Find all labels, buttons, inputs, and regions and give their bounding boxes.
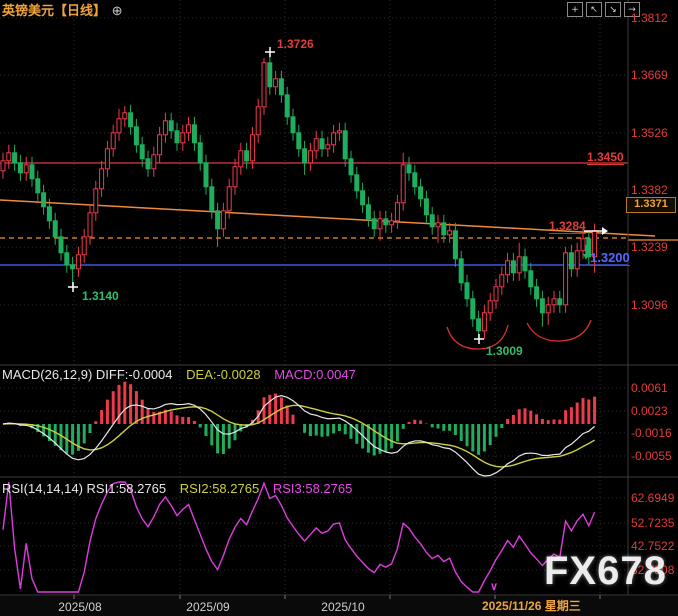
watermark: FX678 (544, 549, 667, 593)
chart-toolbar: + ↖ ↘ → (567, 2, 640, 17)
price-tick: 1.3812 (631, 11, 668, 25)
price-tick: 1.3239 (631, 240, 668, 254)
price-tick: 1.3096 (631, 298, 668, 312)
rsi1-value: RSI(14,14,14) RSI1:58.2765 (2, 481, 167, 496)
resistance-level-label: 1.3450 (587, 150, 624, 165)
rsi3-value: RSI3:58.2765 (272, 481, 353, 496)
pan-icon[interactable]: + (567, 2, 583, 17)
add-compare-button[interactable]: ⊕ (111, 3, 123, 18)
shift-right-icon[interactable]: → (624, 2, 640, 17)
swing-low-label-1: 1.3140 (82, 289, 119, 303)
swing-low-label-2: 1.3009 (486, 344, 523, 358)
current-date-marker: ∨ (490, 581, 499, 593)
macd-tick: -0.0016 (631, 426, 672, 440)
macd-tick: -0.0055 (631, 449, 672, 463)
scale-x-axis-icon[interactable]: ↘ (605, 2, 621, 17)
macd-tick: 0.0061 (631, 381, 668, 395)
macd-tick: 0.0023 (631, 404, 668, 418)
scale-y-axis-icon[interactable]: ↖ (586, 2, 602, 17)
rsi-tick: 62.6949 (631, 491, 675, 505)
current-date-label: 2025/11/26 星期三 (482, 599, 581, 613)
price-tick: 1.3669 (631, 68, 668, 82)
support-level-label: 1.3200 (590, 250, 630, 266)
swing-high-label: 1.3726 (277, 37, 314, 51)
symbol-title: 英镑美元【日线】 ⊕ (2, 3, 125, 19)
current-price-box: 1.3371 (626, 197, 676, 213)
rsi-tick: 52.7235 (631, 516, 675, 530)
symbol-name: 英镑美元 (2, 3, 55, 18)
timeframe-label: 【日线】 (54, 3, 107, 18)
rsi2-value: RSI2:58.2765 (179, 481, 260, 496)
time-tick: 2025/10 (321, 600, 365, 614)
macd-legend: MACD(26,12,9) DIFF:-0.0004 DEA:-0.0028 M… (2, 368, 356, 381)
rsi-tick: 32.7808 (631, 563, 675, 577)
price-tick: 1.3526 (631, 126, 668, 140)
macd-diff-value: MACD(26,12,9) DIFF:-0.0004 (2, 367, 173, 382)
rsi-tick: 42.7522 (631, 539, 675, 553)
trendline-value-label: 1.3284 (549, 219, 586, 234)
macd-hist-value: MACD:0.0047 (274, 367, 356, 382)
rsi-legend: RSI(14,14,14) RSI1:58.2765 RSI2:58.2765 … (2, 482, 352, 495)
time-tick: 2025/09 (186, 600, 230, 614)
price-tick: 1.3382 (631, 183, 668, 197)
time-tick: 2025/08 (58, 600, 102, 614)
macd-dea-value: DEA:-0.0028 (186, 367, 261, 382)
